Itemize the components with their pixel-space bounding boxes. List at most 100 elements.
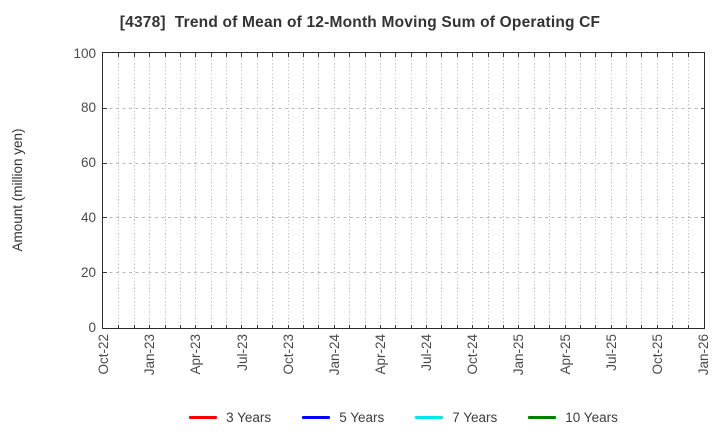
x-tick-label: Jan-23 [142, 334, 158, 376]
x-tick-mark [318, 324, 320, 328]
x-tick-mark [410, 53, 412, 57]
x-tick-label: Jan-26 [696, 334, 711, 376]
x-tick-mark [195, 324, 197, 328]
legend-label: 3 Years [226, 409, 272, 425]
x-tick-mark [226, 324, 228, 328]
horizontal-gridline [103, 107, 704, 109]
x-tick-mark [564, 324, 566, 328]
legend-label: 7 Years [452, 409, 498, 425]
x-tick-mark [349, 324, 351, 328]
x-tick-mark [472, 324, 474, 328]
y-tick-mark [103, 162, 107, 164]
x-tick-mark [118, 53, 120, 57]
x-tick-mark [364, 324, 366, 328]
y-tick-mark [700, 162, 704, 164]
x-tick-mark [487, 324, 489, 328]
x-tick-label: Oct-24 [465, 334, 481, 375]
x-tick-mark [610, 53, 612, 57]
x-tick-mark [564, 53, 566, 57]
y-tick-mark [700, 107, 704, 109]
x-tick-mark [272, 324, 274, 328]
x-tick-mark [179, 53, 181, 57]
legend-item: 5 Years [302, 410, 384, 425]
x-tick-mark [595, 53, 597, 57]
x-tick-mark [518, 53, 520, 57]
vertical-gridline [472, 53, 474, 328]
vertical-gridline [303, 53, 304, 328]
vertical-gridline [333, 53, 335, 328]
vertical-gridline [487, 53, 489, 328]
vertical-gridline [118, 53, 120, 328]
vertical-gridline [533, 53, 535, 328]
legend-line-swatch [302, 415, 331, 419]
vertical-gridline [287, 53, 289, 328]
x-tick-mark [641, 324, 643, 328]
x-tick-mark [133, 324, 135, 328]
x-tick-mark [226, 53, 228, 57]
vertical-gridline [241, 53, 243, 328]
x-tick-mark [503, 324, 504, 328]
x-tick-mark [641, 53, 643, 57]
x-tick-label: Oct-22 [96, 334, 111, 375]
y-tick-label: 40 [80, 209, 96, 225]
x-tick-mark [441, 53, 443, 57]
x-tick-label: Apr-24 [372, 334, 388, 375]
legend-label: 10 Years [565, 409, 618, 425]
x-tick-mark [179, 324, 181, 328]
x-tick-mark [149, 53, 151, 57]
legend-item: 7 Years [415, 410, 497, 425]
x-tick-mark [549, 53, 551, 57]
x-tick-mark [256, 324, 258, 328]
x-tick-label: Jul-24 [419, 334, 435, 371]
y-axis-label: Amount (million yen) [10, 128, 25, 252]
y-tick-label: 80 [80, 100, 96, 116]
vertical-gridline [210, 53, 212, 328]
horizontal-gridline [103, 162, 704, 164]
vertical-gridline [687, 53, 689, 328]
x-tick-label: Jul-23 [234, 334, 250, 371]
x-tick-mark [456, 324, 458, 328]
legend-item: 10 Years [528, 410, 618, 425]
vertical-gridline [518, 53, 520, 328]
x-tick-mark [333, 53, 335, 57]
x-tick-mark [672, 324, 674, 328]
vertical-gridline [164, 53, 166, 328]
x-tick-mark [210, 53, 212, 57]
x-tick-label: Jan-24 [326, 334, 342, 376]
y-tick-mark [103, 217, 107, 219]
x-tick-label: Oct-23 [280, 334, 296, 375]
vertical-gridline [272, 53, 274, 328]
x-tick-mark [441, 324, 443, 328]
horizontal-gridline [103, 217, 704, 219]
x-tick-mark [426, 53, 428, 57]
x-tick-mark [318, 53, 320, 57]
x-tick-mark [303, 53, 304, 57]
x-tick-mark [287, 53, 289, 57]
x-tick-mark [487, 53, 489, 57]
x-tick-mark [656, 53, 658, 57]
x-tick-mark [595, 324, 597, 328]
y-tick-mark [700, 217, 704, 219]
x-tick-mark [272, 53, 274, 57]
x-tick-label: Oct-25 [649, 334, 665, 375]
vertical-gridline [441, 53, 443, 328]
x-tick-mark [210, 324, 212, 328]
vertical-gridline [256, 53, 258, 328]
vertical-gridline [318, 53, 320, 328]
x-tick-mark [687, 324, 689, 328]
x-tick-mark [164, 324, 166, 328]
x-tick-mark [533, 324, 535, 328]
x-tick-label: Jul-25 [603, 334, 619, 371]
vertical-gridline [503, 53, 504, 328]
vertical-gridline [626, 53, 628, 328]
vertical-gridline [179, 53, 181, 328]
vertical-gridline [364, 53, 366, 328]
x-tick-mark [241, 324, 243, 328]
vertical-gridline [149, 53, 151, 328]
vertical-gridline [395, 53, 397, 328]
x-tick-mark [656, 324, 658, 328]
x-tick-mark [549, 324, 551, 328]
vertical-gridline [349, 53, 351, 328]
x-tick-mark [195, 53, 197, 57]
legend-line-swatch [528, 415, 557, 419]
